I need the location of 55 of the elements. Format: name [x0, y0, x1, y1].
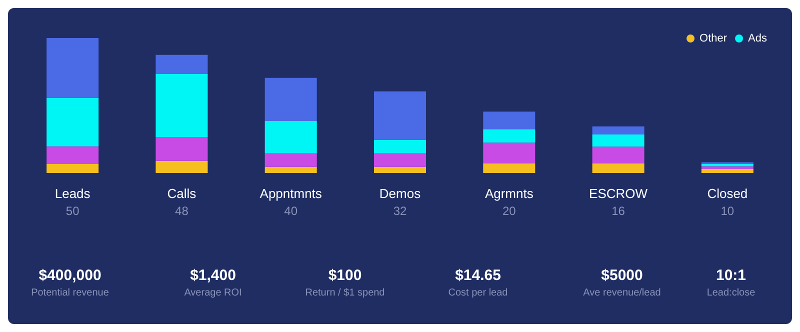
- text: 10: [720, 204, 734, 218]
- bar: [264, 166, 317, 173]
- text: $400,000: [38, 267, 102, 284]
- bar: [264, 121, 317, 154]
- bar: [374, 140, 426, 154]
- bar: [483, 164, 536, 173]
- text: Potential revenue: [31, 288, 110, 298]
- x-tick-label: Calls: [167, 186, 197, 201]
- bar: [701, 164, 754, 166]
- bar: [264, 78, 317, 122]
- bar: [701, 168, 754, 173]
- text: 10:1: [716, 267, 746, 284]
- text: 50: [66, 204, 80, 218]
- bar: [483, 129, 536, 143]
- text: $1,400: [190, 267, 236, 284]
- bar: [483, 142, 536, 164]
- bar: [156, 137, 208, 161]
- bar: [46, 146, 99, 164]
- bar: [592, 146, 644, 164]
- text: 32: [393, 204, 407, 218]
- bar: [592, 164, 644, 173]
- x-tick-label: Closed: [707, 186, 748, 201]
- text: 48: [175, 204, 189, 218]
- text: 16: [612, 204, 626, 218]
- bar: [374, 166, 426, 173]
- text: $100: [328, 267, 362, 284]
- bar: [483, 112, 536, 130]
- bar: [592, 134, 644, 147]
- bar: [156, 54, 208, 74]
- bar: [46, 164, 99, 173]
- bar: [46, 98, 99, 146]
- legend-label: Ads: [748, 32, 768, 44]
- x-tick-label: Appntmnts: [260, 186, 322, 201]
- bar: [592, 126, 644, 135]
- text: 20: [502, 204, 516, 218]
- text: Return / $1 spend: [305, 288, 385, 298]
- legend-label: Other: [700, 32, 728, 44]
- text: $5000: [601, 267, 643, 284]
- bar: [374, 153, 426, 167]
- text: Lead:close: [706, 288, 756, 298]
- x-tick-label: Demos: [379, 186, 422, 201]
- bar: [156, 160, 208, 173]
- bar: [264, 153, 317, 167]
- bar: [46, 38, 99, 98]
- bar: [701, 166, 754, 169]
- x-tick-label: Leads: [54, 186, 91, 201]
- text: Average ROI: [184, 288, 242, 298]
- x-tick-label: Agrmnts: [484, 186, 534, 201]
- bar: [156, 74, 208, 138]
- text: $14.65: [455, 267, 501, 284]
- text: 40: [284, 204, 298, 218]
- x-tick-label: ESCROW: [589, 186, 648, 201]
- text: Ave revenue/lead: [583, 288, 661, 298]
- text: Cost per lead: [448, 288, 508, 298]
- bar: [374, 91, 426, 140]
